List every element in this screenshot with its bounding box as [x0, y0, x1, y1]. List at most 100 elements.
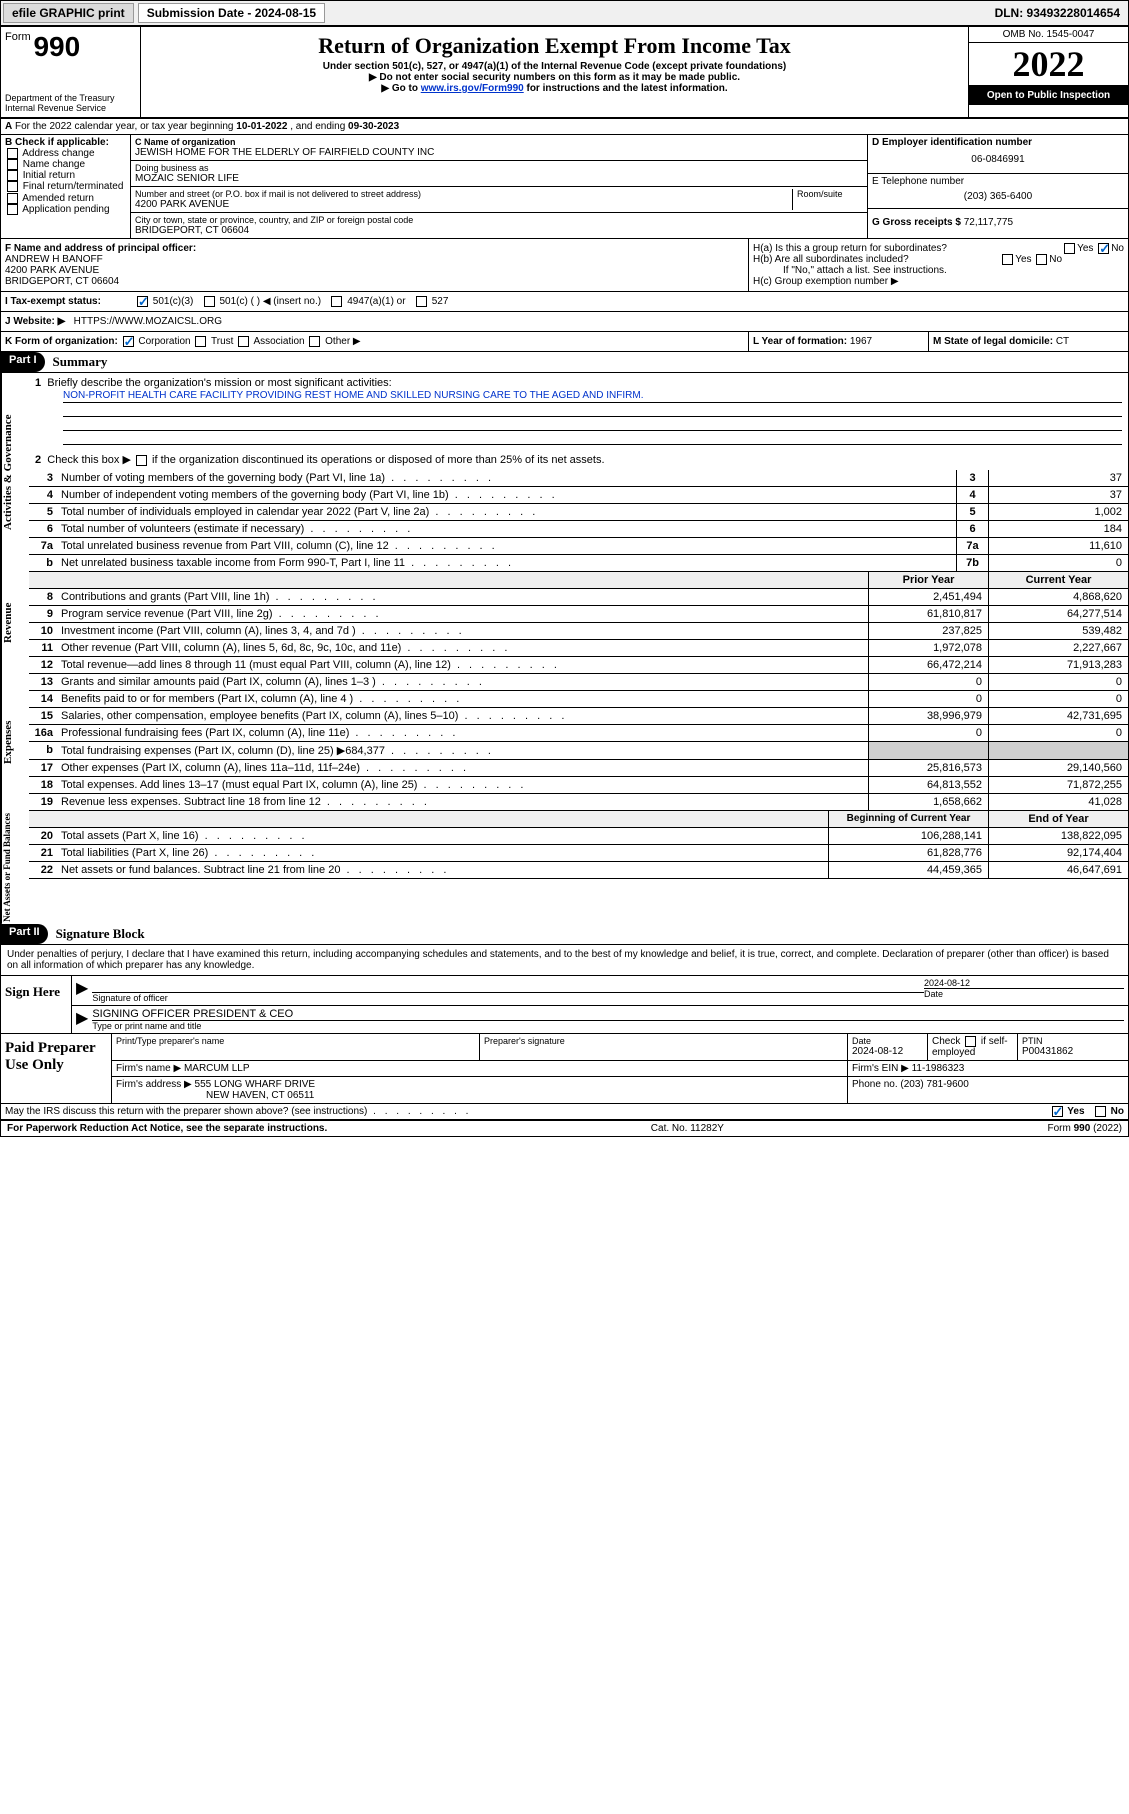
room-suite-hdr: Room/suite — [793, 189, 863, 210]
sig-date-val: 2024-08-12 — [924, 978, 1124, 988]
data-row: 22Net assets or fund balances. Subtract … — [29, 862, 1128, 879]
sign-here-block: Sign Here ▶ Signature of officer 2024-08… — [1, 975, 1128, 1033]
summary-exp: Expenses 13Grants and similar amounts pa… — [1, 674, 1128, 811]
header-middle: Return of Organization Exempt From Incom… — [141, 27, 968, 117]
ha-no-checkbox[interactable] — [1098, 243, 1109, 254]
state-domicile: CT — [1056, 336, 1069, 347]
col-cde: C Name of organization JEWISH HOME FOR T… — [131, 135, 1128, 238]
summary-net: Net Assets or Fund Balances Beginning of… — [1, 811, 1128, 924]
data-row: bTotal fundraising expenses (Part IX, co… — [29, 742, 1128, 760]
form-ref: Form 990 (2022) — [1048, 1123, 1122, 1134]
ein-value: 06-0846991 — [872, 148, 1124, 171]
row-f-h: F Name and address of principal officer:… — [1, 239, 1128, 292]
form-title: Return of Organization Exempt From Incom… — [145, 33, 964, 59]
firm-name: MARCUM LLP — [184, 1063, 250, 1074]
form-header: Form 990 Department of the Treasury Inte… — [1, 27, 1128, 119]
omb-number: OMB No. 1545-0047 — [969, 27, 1128, 43]
warning-2: ▶ Go to www.irs.gov/Form990 for instruct… — [145, 83, 964, 94]
data-row: 13Grants and similar amounts paid (Part … — [29, 674, 1128, 691]
501c3-checkbox[interactable] — [137, 296, 148, 307]
officer-addr1: 4200 PARK AVENUE — [5, 265, 744, 276]
hb-note: If "No," attach a list. See instructions… — [753, 265, 1124, 276]
submission-date: Submission Date - 2024-08-15 — [138, 3, 325, 23]
ha-yes-checkbox[interactable] — [1064, 243, 1075, 254]
data-row: 18Total expenses. Add lines 13–17 (must … — [29, 777, 1128, 794]
line2-checkbox[interactable] — [136, 455, 147, 466]
data-row: 15Salaries, other compensation, employee… — [29, 708, 1128, 725]
527-checkbox[interactable] — [416, 296, 427, 307]
gov-row: 6Total number of volunteers (estimate if… — [29, 521, 1128, 538]
sig-arrow-icon-2: ▶ — [76, 1008, 88, 1031]
col-b: B Check if applicable: Address change Na… — [1, 135, 131, 238]
trust-checkbox[interactable] — [195, 336, 206, 347]
irs-link[interactable]: www.irs.gov/Form990 — [421, 83, 524, 94]
side-governance: Activities & Governance — [1, 373, 29, 572]
open-inspection: Open to Public Inspection — [969, 86, 1128, 105]
self-emp-checkbox[interactable] — [965, 1036, 976, 1047]
part2-header: Part II Signature Block — [1, 924, 1128, 945]
other-checkbox[interactable] — [309, 336, 320, 347]
tax-year: 2022 — [969, 43, 1128, 86]
firm-ein: 11-1986323 — [912, 1063, 965, 1074]
warning-1: ▶ Do not enter social security numbers o… — [145, 72, 964, 83]
phone-value: (203) 365-6400 — [872, 187, 1124, 206]
side-netassets: Net Assets or Fund Balances — [1, 811, 29, 924]
dept-text: Department of the Treasury Internal Reve… — [5, 93, 136, 113]
gross-receipts: 72,117,775 — [964, 217, 1013, 228]
data-row: 21Total liabilities (Part X, line 26)61,… — [29, 845, 1128, 862]
gov-row: bNet unrelated business taxable income f… — [29, 555, 1128, 572]
paid-preparer-label: Paid Preparer Use Only — [1, 1034, 111, 1103]
form-number: 990 — [33, 31, 80, 62]
footer: For Paperwork Reduction Act Notice, see … — [1, 1120, 1128, 1136]
b-header: B Check if applicable: — [5, 137, 109, 148]
4947-checkbox[interactable] — [331, 296, 342, 307]
data-row: 9Program service revenue (Part VIII, lin… — [29, 606, 1128, 623]
data-row: 11Other revenue (Part VIII, column (A), … — [29, 640, 1128, 657]
gov-row: 4Number of independent voting members of… — [29, 487, 1128, 504]
sig-arrow-icon: ▶ — [76, 978, 88, 1003]
row-i: I Tax-exempt status: 501(c)(3) 501(c) ( … — [1, 292, 1128, 312]
side-revenue: Revenue — [1, 572, 29, 674]
officer-title: SIGNING OFFICER PRESIDENT & CEO — [92, 1008, 1124, 1020]
data-row: 12Total revenue—add lines 8 through 11 (… — [29, 657, 1128, 674]
checkbox-final-return[interactable] — [7, 181, 18, 192]
city-state-zip: BRIDGEPORT, CT 06604 — [135, 225, 863, 236]
sig-declaration: Under penalties of perjury, I declare th… — [1, 945, 1128, 975]
hb-no-checkbox[interactable] — [1036, 254, 1047, 265]
data-row: 10Investment income (Part VIII, column (… — [29, 623, 1128, 640]
street-address: 4200 PARK AVENUE — [135, 199, 788, 210]
data-row: 17Other expenses (Part IX, column (A), l… — [29, 760, 1128, 777]
summary-rev: Revenue Prior Year Current Year 8Contrib… — [1, 572, 1128, 674]
form-990: Form 990 Department of the Treasury Inte… — [0, 26, 1129, 1137]
year-formation: 1967 — [850, 336, 872, 347]
header-right: OMB No. 1545-0047 2022 Open to Public In… — [968, 27, 1128, 117]
discuss-yes-checkbox[interactable] — [1052, 1106, 1063, 1117]
dln-text: DLN: 93493228014654 — [995, 6, 1126, 20]
firm-addr1: 555 LONG WHARF DRIVE — [195, 1079, 316, 1090]
gov-row: 5Total number of individuals employed in… — [29, 504, 1128, 521]
firm-addr2: NEW HAVEN, CT 06511 — [116, 1090, 843, 1101]
501c-checkbox[interactable] — [204, 296, 215, 307]
checkbox-amended[interactable] — [7, 193, 18, 204]
paperwork-notice: For Paperwork Reduction Act Notice, see … — [7, 1123, 327, 1134]
website-value: HTTPS://WWW.MOZAICSL.ORG — [74, 316, 222, 327]
discuss-no-checkbox[interactable] — [1095, 1106, 1106, 1117]
assoc-checkbox[interactable] — [238, 336, 249, 347]
data-row: 14Benefits paid to or for members (Part … — [29, 691, 1128, 708]
officer-name: ANDREW H BANOFF — [5, 254, 744, 265]
checkbox-name-change[interactable] — [7, 159, 18, 170]
data-row: 8Contributions and grants (Part VIII, li… — [29, 589, 1128, 606]
efile-button[interactable]: efile GRAPHIC print — [3, 3, 134, 23]
checkbox-initial-return[interactable] — [7, 170, 18, 181]
data-row: 16aProfessional fundraising fees (Part I… — [29, 725, 1128, 742]
checkbox-app-pending[interactable] — [7, 204, 18, 215]
top-toolbar: efile GRAPHIC print Submission Date - 20… — [0, 0, 1129, 26]
sign-here-label: Sign Here — [1, 976, 71, 1033]
corp-checkbox[interactable] — [123, 336, 134, 347]
dba: MOZAIC SENIOR LIFE — [135, 173, 863, 184]
checkbox-address-change[interactable] — [7, 148, 18, 159]
hb-yes-checkbox[interactable] — [1002, 254, 1013, 265]
data-row: 19Revenue less expenses. Subtract line 1… — [29, 794, 1128, 811]
header-left: Form 990 Department of the Treasury Inte… — [1, 27, 141, 117]
side-expenses: Expenses — [1, 674, 29, 811]
